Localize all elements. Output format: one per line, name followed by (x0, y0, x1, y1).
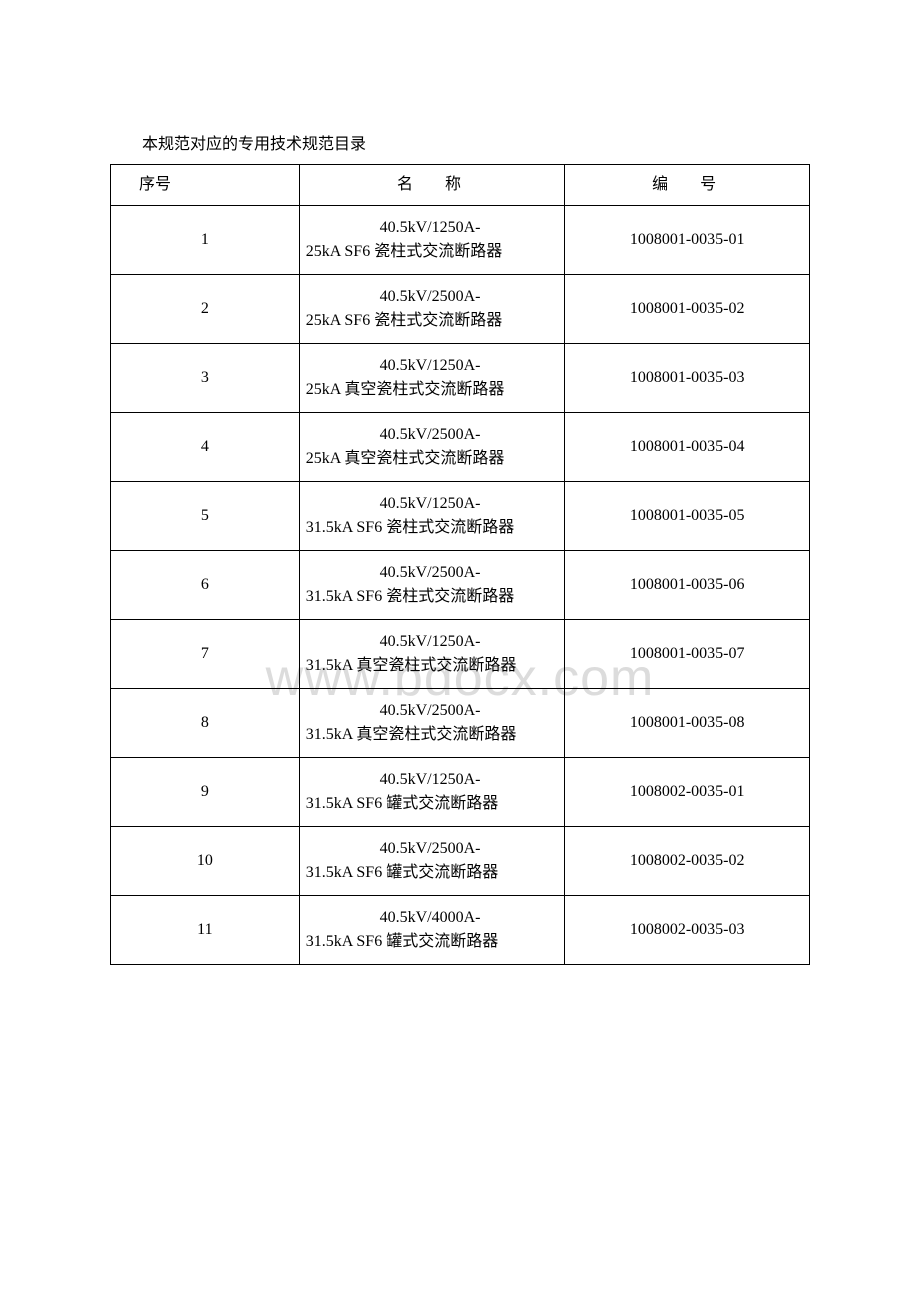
cell-code: 1008002-0035-01 (565, 758, 810, 827)
cell-name-line1: 40.5kV/1250A- (306, 216, 555, 240)
cell-name-line1: 40.5kV/2500A- (306, 837, 555, 861)
table-row: 940.5kV/1250A-31.5kA SF6 罐式交流断路器1008002-… (111, 758, 810, 827)
cell-name: 40.5kV/2500A-25kA SF6 瓷柱式交流断路器 (299, 275, 565, 344)
cell-name-rest: 25kA 真空瓷柱式交流断路器 (306, 447, 555, 471)
col-header-code: 编号 (565, 165, 810, 206)
table-caption: 本规范对应的专用技术规范目录 (110, 130, 810, 154)
cell-name-line1: 40.5kV/2500A- (306, 699, 555, 723)
cell-name-line1: 40.5kV/2500A- (306, 561, 555, 585)
cell-seq: 8 (111, 689, 300, 758)
table-row: 540.5kV/1250A-31.5kA SF6 瓷柱式交流断路器1008001… (111, 482, 810, 551)
cell-code: 1008001-0035-02 (565, 275, 810, 344)
cell-name-line1: 40.5kV/4000A- (306, 906, 555, 930)
cell-code: 1008001-0035-07 (565, 620, 810, 689)
cell-seq: 9 (111, 758, 300, 827)
cell-seq: 4 (111, 413, 300, 482)
cell-seq: 6 (111, 551, 300, 620)
cell-name-rest: 31.5kA 真空瓷柱式交流断路器 (306, 654, 555, 678)
cell-code: 1008002-0035-02 (565, 827, 810, 896)
spec-table: 序号 名称 编号 140.5kV/1250A-25kA SF6 瓷柱式交流断路器… (110, 164, 810, 965)
cell-code: 1008001-0035-01 (565, 206, 810, 275)
cell-seq: 5 (111, 482, 300, 551)
cell-code: 1008001-0035-05 (565, 482, 810, 551)
cell-code: 1008002-0035-03 (565, 896, 810, 965)
cell-seq: 2 (111, 275, 300, 344)
cell-name-rest: 31.5kA SF6 罐式交流断路器 (306, 861, 555, 885)
page-content: 本规范对应的专用技术规范目录 序号 名称 编号 140.5kV/1250A-25… (110, 130, 810, 965)
table-header-row: 序号 名称 编号 (111, 165, 810, 206)
cell-code: 1008001-0035-04 (565, 413, 810, 482)
cell-name-rest: 25kA SF6 瓷柱式交流断路器 (306, 240, 555, 264)
cell-name: 40.5kV/2500A-31.5kA 真空瓷柱式交流断路器 (299, 689, 565, 758)
cell-seq: 7 (111, 620, 300, 689)
cell-seq: 11 (111, 896, 300, 965)
cell-name-line1: 40.5kV/1250A- (306, 630, 555, 654)
cell-name: 40.5kV/1250A-25kA 真空瓷柱式交流断路器 (299, 344, 565, 413)
cell-name-rest: 25kA SF6 瓷柱式交流断路器 (306, 309, 555, 333)
cell-name-rest: 31.5kA SF6 瓷柱式交流断路器 (306, 516, 555, 540)
cell-name: 40.5kV/2500A-31.5kA SF6 罐式交流断路器 (299, 827, 565, 896)
cell-seq: 1 (111, 206, 300, 275)
table-row: 440.5kV/2500A-25kA 真空瓷柱式交流断路器1008001-003… (111, 413, 810, 482)
col-header-seq: 序号 (111, 165, 300, 206)
cell-name: 40.5kV/1250A-31.5kA SF6 瓷柱式交流断路器 (299, 482, 565, 551)
col-header-name: 名称 (299, 165, 565, 206)
cell-code: 1008001-0035-06 (565, 551, 810, 620)
table-row: 240.5kV/2500A-25kA SF6 瓷柱式交流断路器1008001-0… (111, 275, 810, 344)
cell-seq: 3 (111, 344, 300, 413)
cell-name: 40.5kV/1250A-25kA SF6 瓷柱式交流断路器 (299, 206, 565, 275)
cell-name-rest: 31.5kA SF6 罐式交流断路器 (306, 930, 555, 954)
cell-name-line1: 40.5kV/1250A- (306, 492, 555, 516)
cell-name-rest: 31.5kA SF6 罐式交流断路器 (306, 792, 555, 816)
cell-name-rest: 25kA 真空瓷柱式交流断路器 (306, 378, 555, 402)
cell-name-line1: 40.5kV/2500A- (306, 285, 555, 309)
table-row: 340.5kV/1250A-25kA 真空瓷柱式交流断路器1008001-003… (111, 344, 810, 413)
cell-name: 40.5kV/4000A-31.5kA SF6 罐式交流断路器 (299, 896, 565, 965)
cell-seq: 10 (111, 827, 300, 896)
cell-name: 40.5kV/2500A-25kA 真空瓷柱式交流断路器 (299, 413, 565, 482)
table-body: 140.5kV/1250A-25kA SF6 瓷柱式交流断路器1008001-0… (111, 206, 810, 965)
cell-code: 1008001-0035-08 (565, 689, 810, 758)
table-row: 1140.5kV/4000A-31.5kA SF6 罐式交流断路器1008002… (111, 896, 810, 965)
table-row: 1040.5kV/2500A-31.5kA SF6 罐式交流断路器1008002… (111, 827, 810, 896)
table-row: 840.5kV/2500A-31.5kA 真空瓷柱式交流断路器1008001-0… (111, 689, 810, 758)
table-row: 640.5kV/2500A-31.5kA SF6 瓷柱式交流断路器1008001… (111, 551, 810, 620)
cell-name-line1: 40.5kV/1250A- (306, 354, 555, 378)
cell-name-rest: 31.5kA SF6 瓷柱式交流断路器 (306, 585, 555, 609)
table-row: 140.5kV/1250A-25kA SF6 瓷柱式交流断路器1008001-0… (111, 206, 810, 275)
cell-name: 40.5kV/1250A-31.5kA SF6 罐式交流断路器 (299, 758, 565, 827)
cell-name-line1: 40.5kV/1250A- (306, 768, 555, 792)
cell-code: 1008001-0035-03 (565, 344, 810, 413)
table-row: 740.5kV/1250A-31.5kA 真空瓷柱式交流断路器1008001-0… (111, 620, 810, 689)
cell-name-line1: 40.5kV/2500A- (306, 423, 555, 447)
cell-name: 40.5kV/2500A-31.5kA SF6 瓷柱式交流断路器 (299, 551, 565, 620)
cell-name: 40.5kV/1250A-31.5kA 真空瓷柱式交流断路器 (299, 620, 565, 689)
cell-name-rest: 31.5kA 真空瓷柱式交流断路器 (306, 723, 555, 747)
